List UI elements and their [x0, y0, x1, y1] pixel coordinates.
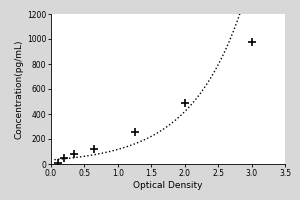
Y-axis label: Concentration(pg/mL): Concentration(pg/mL)	[15, 39, 24, 139]
X-axis label: Optical Density: Optical Density	[133, 181, 203, 190]
